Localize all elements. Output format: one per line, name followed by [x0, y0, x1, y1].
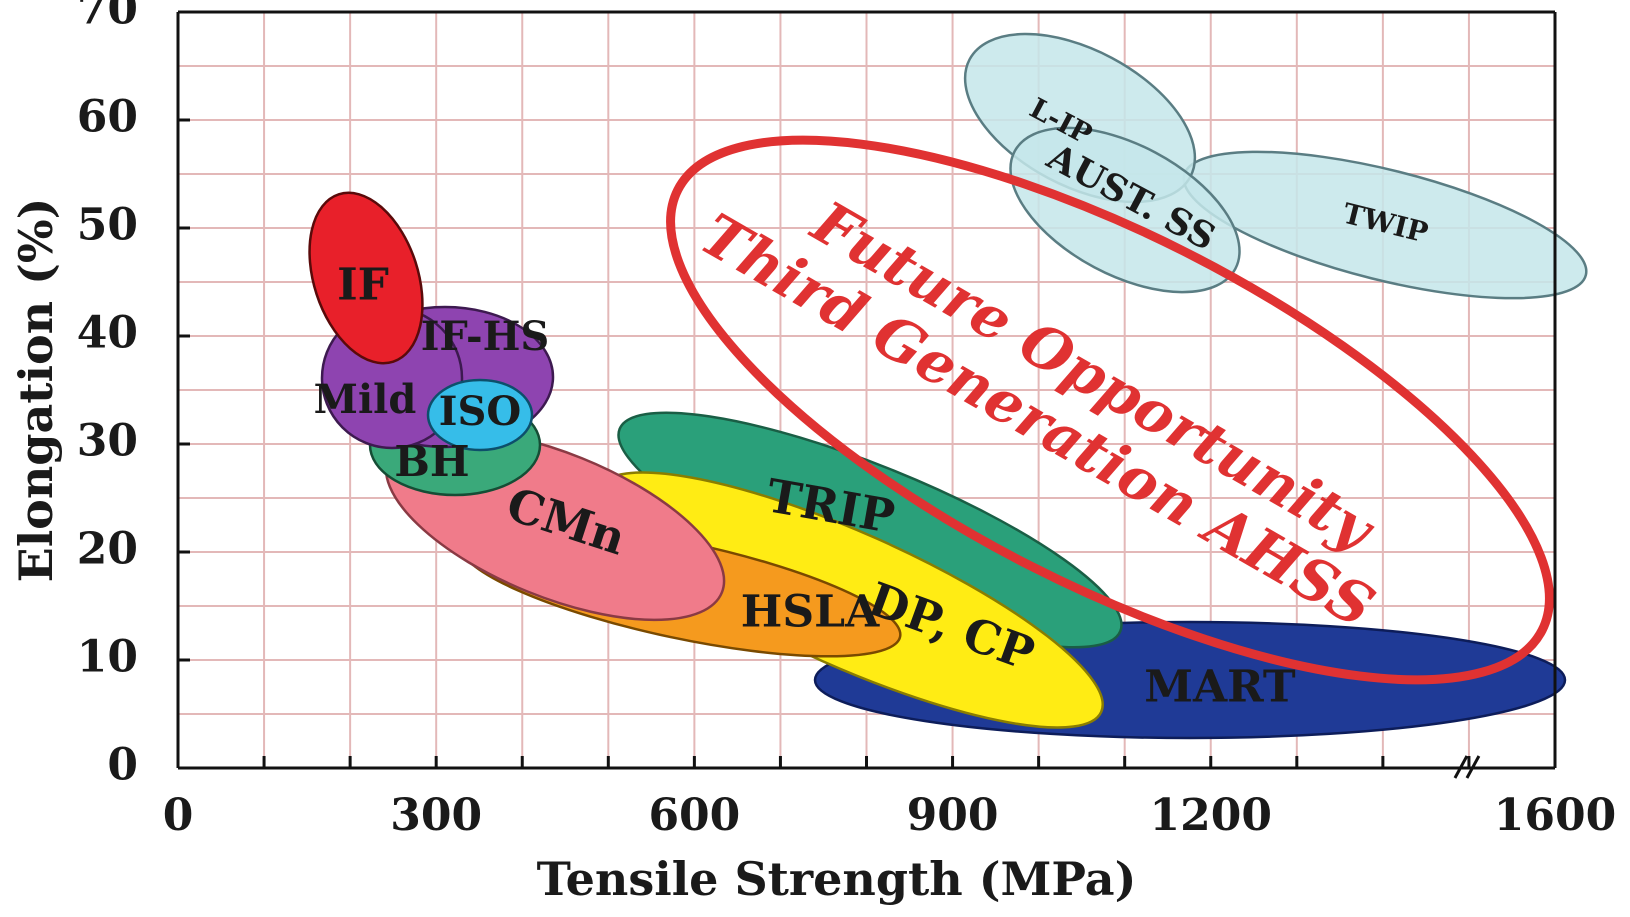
x-axis-title: Tensile Strength (MPa) [537, 852, 1137, 906]
x-tick-label: 1200 [1150, 790, 1272, 841]
opportunity-ellipse [666, 135, 1554, 685]
region-label-bh: BH [394, 437, 469, 486]
y-tick-label: 20 [77, 524, 138, 575]
y-tick-label: 60 [77, 92, 138, 143]
region-label-hsla: HSLA [741, 587, 880, 638]
axis-break-mark [1465, 755, 1481, 779]
region-label-mild: Mild [314, 376, 417, 423]
region-label-mart: MART [1144, 662, 1296, 713]
x-tick-label: 600 [648, 790, 740, 841]
region-if [308, 191, 424, 365]
region-label-if-hs: IF-HS [421, 313, 550, 360]
axes: 0 300 600 900 1200 1600 0 10 20 30 40 50 60 70 Tensile… [9, 0, 1616, 906]
y-tick-label: 0 [107, 740, 138, 791]
y-tick-label: 30 [77, 416, 138, 467]
x-tick-label: 300 [390, 790, 482, 841]
y-tick-label: 10 [77, 632, 138, 683]
y-tick-label: 40 [77, 308, 138, 359]
x-tick-label: 0 [163, 790, 194, 841]
x-tick-label: 900 [907, 790, 999, 841]
region-label-iso: ISO [439, 388, 521, 435]
region-label-if: IF [337, 260, 389, 311]
y-axis-title: Elongation (%) [9, 198, 63, 583]
y-tick-label: 50 [77, 200, 138, 251]
y-tick-label: 70 [77, 0, 138, 35]
region-iso [426, 378, 534, 452]
axis-break-mark [1453, 755, 1469, 779]
x-tick-label: 1600 [1494, 790, 1616, 841]
